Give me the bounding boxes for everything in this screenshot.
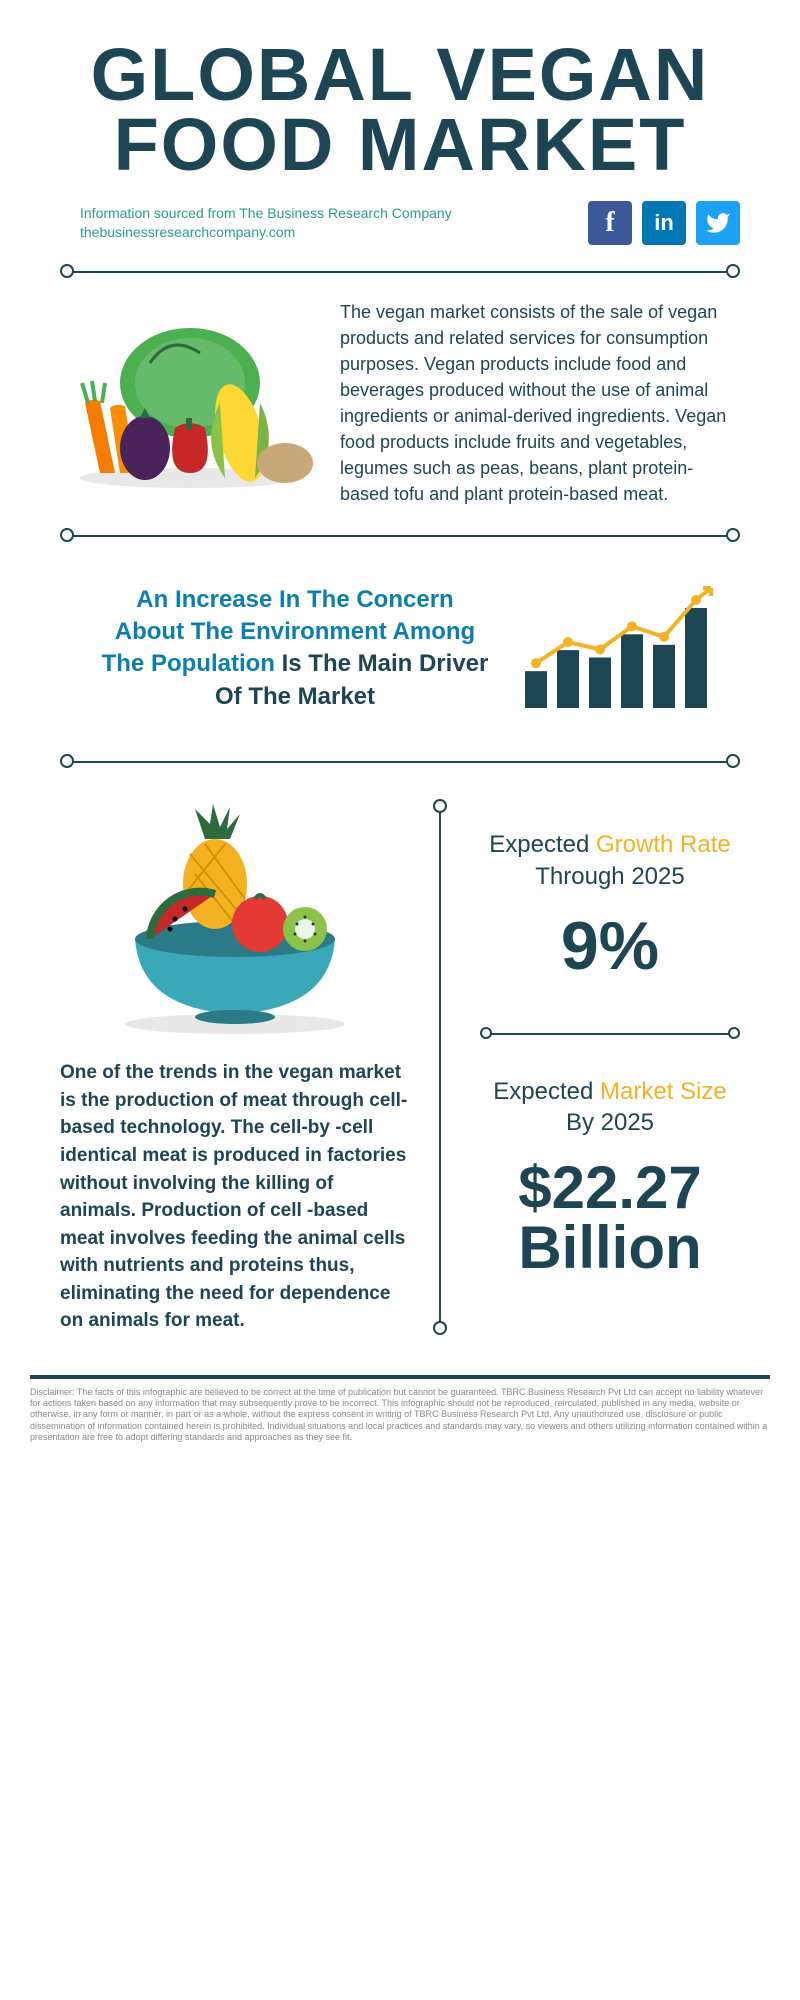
footer-rule [30, 1375, 770, 1379]
trend-column: One of the trends in the vegan market is… [60, 799, 430, 1334]
stats-section: One of the trends in the vegan market is… [0, 779, 800, 1354]
vertical-divider [430, 799, 450, 1334]
growth-rate-label: Expected Growth Rate Through 2025 [480, 829, 740, 891]
growth-rate-stat: Expected Growth Rate Through 2025 9% [480, 799, 740, 1019]
vegetables-illustration [60, 313, 320, 493]
market-size-stat: Expected Market Size By 2025 $22.27 Bill… [480, 1046, 740, 1318]
twitter-icon[interactable] [696, 201, 740, 245]
divider-rule-small [480, 1025, 740, 1041]
intro-section: The vegan market consists of the sale of… [0, 289, 800, 518]
source-line1: Information sourced from The Business Re… [80, 204, 568, 222]
linkedin-icon[interactable]: in [642, 201, 686, 245]
page-title: GLOBAL VEGAN FOOD MARKET [60, 40, 740, 181]
divider-rule [60, 525, 740, 545]
stats-column: Expected Growth Rate Through 2025 9% Exp… [450, 799, 740, 1334]
facebook-icon[interactable]: f [588, 201, 632, 245]
divider-rule [60, 751, 740, 771]
trend-paragraph: One of the trends in the vegan market is… [60, 1039, 410, 1334]
market-size-label: Expected Market Size By 2025 [480, 1076, 740, 1138]
page-title-block: GLOBAL VEGAN FOOD MARKET [0, 0, 800, 191]
growth-bars-icon [520, 583, 720, 713]
market-size-value: $22.27 Billion [480, 1138, 740, 1278]
driver-text: An Increase In The Concern About The Env… [100, 584, 490, 714]
driver-section: An Increase In The Concern About The Env… [0, 553, 800, 743]
source-row: Information sourced from The Business Re… [0, 191, 800, 253]
fruit-bowl-illustration [60, 799, 410, 1039]
source-text: Information sourced from The Business Re… [80, 204, 568, 240]
disclaimer-text: Disclaimer: The facts of this infographi… [0, 1387, 800, 1463]
divider-rule [60, 261, 740, 281]
social-icons: f in [588, 201, 740, 245]
intro-paragraph: The vegan market consists of the sale of… [340, 299, 740, 508]
source-line2: thebusinessresearchcompany.com [80, 223, 568, 241]
growth-rate-value: 9% [480, 892, 740, 980]
